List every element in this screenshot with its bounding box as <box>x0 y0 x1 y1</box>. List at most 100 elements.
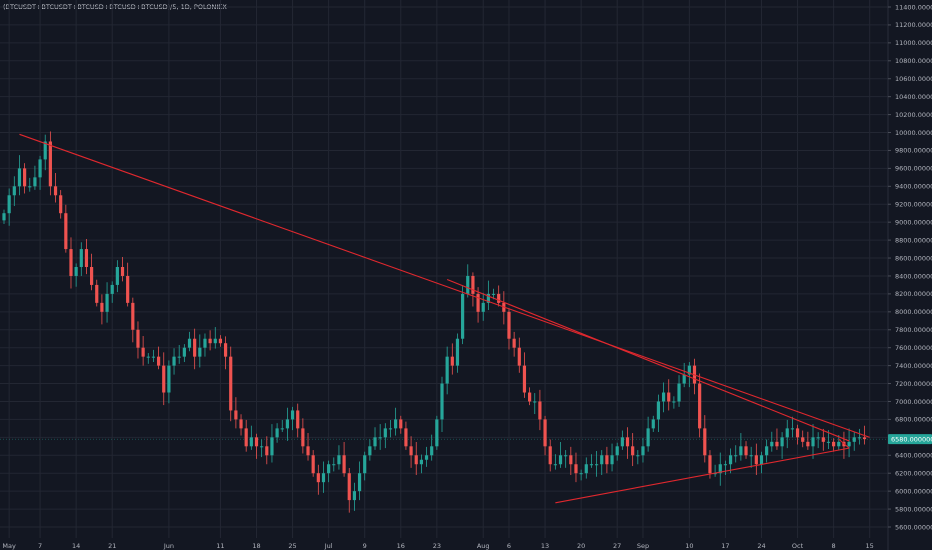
candle-down <box>667 392 671 402</box>
candle-up <box>558 455 563 465</box>
candle-down <box>208 338 212 344</box>
candle-down <box>296 410 300 429</box>
candle-up <box>440 383 444 420</box>
candle-down <box>497 293 501 303</box>
candle-up <box>290 410 295 420</box>
time-tick-label: 8 <box>832 542 836 550</box>
candle-down <box>450 356 454 366</box>
candle-down <box>625 437 630 447</box>
candle-up <box>455 338 460 366</box>
candle-up <box>2 213 6 221</box>
candle-up <box>651 419 655 429</box>
price-tick-label: 10000.00000000 <box>895 129 932 137</box>
candle-up <box>734 455 738 457</box>
candle-up <box>847 441 851 447</box>
price-tick-label: 7200.00000000 <box>895 380 932 388</box>
candle-down <box>162 365 166 393</box>
time-tick-label: Oct <box>792 542 804 550</box>
candle-down <box>347 473 351 501</box>
price-tick-label: 9200.00000000 <box>895 201 932 209</box>
trendlines <box>19 133 870 504</box>
candle-up <box>388 428 393 430</box>
candle-up <box>424 455 429 460</box>
candle-up <box>491 293 496 295</box>
price-tick-label: 8600.00000000 <box>895 254 932 262</box>
price-tick-label: 11200.00000000 <box>895 21 932 29</box>
candle-up <box>790 428 794 430</box>
candle-up <box>383 428 387 438</box>
candle-up <box>811 437 815 447</box>
candle-up <box>79 249 83 267</box>
candle-down <box>223 343 228 357</box>
time-tick-label: 17 <box>721 542 729 550</box>
candle-down <box>409 446 413 456</box>
time-tick-label: 15 <box>866 542 874 550</box>
candle-down <box>574 464 578 474</box>
time-axis[interactable]: May 7 14 21 Jun 11 18 25 Jul 9 16 23 Aug 6 13 20 27 Sep 10… <box>2 542 873 550</box>
candle-up <box>759 455 764 465</box>
candle-up <box>378 437 382 439</box>
candle-up <box>352 491 356 501</box>
candle-up <box>826 441 831 443</box>
candle-up <box>656 401 661 420</box>
price-tick-label: 7600.00000000 <box>895 344 932 352</box>
candle-up <box>770 441 774 447</box>
candle-up <box>368 446 372 456</box>
candle-up <box>682 374 686 384</box>
time-tick-label: 14 <box>72 542 80 550</box>
price-axis[interactable]: 11400.00000000 11200.00000000 11000.000000… <box>888 3 932 531</box>
candle-up <box>723 464 728 466</box>
candle-up <box>481 302 485 312</box>
candle-down <box>538 401 542 420</box>
candle-down <box>84 249 89 267</box>
candle-down <box>64 213 68 250</box>
price-tick-label: 6800.00000000 <box>895 416 932 424</box>
candle-up <box>28 186 32 188</box>
price-tick-label: 5600.00000000 <box>895 523 932 531</box>
candle-down <box>517 347 521 366</box>
candle-up <box>749 455 753 457</box>
candle-up <box>672 401 676 403</box>
trendline <box>555 447 850 504</box>
candle-up <box>728 455 733 465</box>
candle-up <box>579 473 583 475</box>
candle-up <box>280 428 284 430</box>
candle-up <box>105 293 109 312</box>
candle-up <box>739 446 743 456</box>
candle-down <box>708 455 712 474</box>
candle-up <box>620 437 624 447</box>
price-tick-label: 10800.00000000 <box>895 57 932 65</box>
time-tick-label: 7 <box>38 542 42 550</box>
candle-up <box>615 446 619 456</box>
candle-down <box>120 267 125 276</box>
candle-up <box>260 446 264 448</box>
time-tick-label: Jun <box>163 542 174 550</box>
candle-down <box>543 419 547 447</box>
candle-up <box>357 473 362 492</box>
time-tick-label: May <box>2 542 16 550</box>
time-tick-label: 21 <box>108 542 116 550</box>
price-tick-label: 10400.00000000 <box>895 93 932 101</box>
candle-down <box>698 383 702 429</box>
candle-up <box>713 473 717 475</box>
candle-up <box>661 392 666 402</box>
candle-up <box>785 428 789 438</box>
candle-up <box>110 284 114 294</box>
candle-down <box>131 302 135 330</box>
candle-down <box>193 338 197 357</box>
candle-down <box>239 419 243 429</box>
candle-down <box>605 455 609 465</box>
price-tick-label: 8400.00000000 <box>895 272 932 280</box>
candle-down <box>414 455 418 465</box>
candle-down <box>306 446 310 456</box>
candle-down <box>265 446 269 456</box>
candle-down <box>754 455 758 465</box>
price-tick-label: 5800.00000000 <box>895 505 932 513</box>
price-tick-label: 11000.00000000 <box>895 39 932 47</box>
candle-down <box>862 437 867 440</box>
candle-down <box>832 441 836 447</box>
candle-down <box>744 446 748 456</box>
candle-up <box>461 293 465 339</box>
candle-up <box>74 267 78 276</box>
